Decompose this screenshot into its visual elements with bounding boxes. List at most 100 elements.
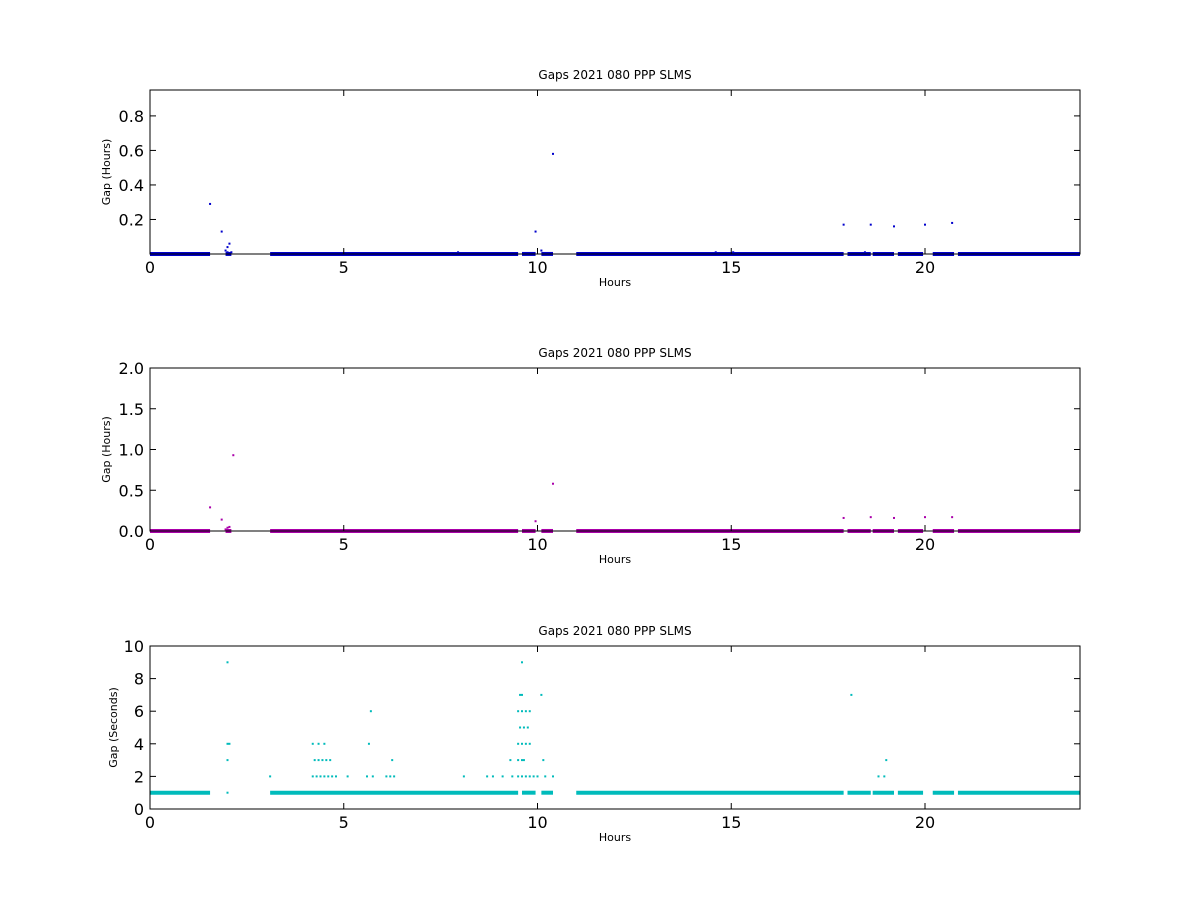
data-point — [519, 693, 522, 696]
data-point — [842, 516, 845, 519]
x-tick-label: 5 — [339, 813, 349, 832]
data-point — [369, 710, 372, 713]
data-point — [269, 775, 272, 778]
data-point — [220, 518, 223, 521]
data-point — [521, 693, 523, 696]
data-point — [517, 742, 520, 745]
data-point — [863, 251, 866, 254]
x-tick-label: 0 — [145, 258, 155, 277]
data-point — [552, 482, 554, 485]
data-point — [521, 759, 523, 762]
data-point — [544, 775, 547, 778]
y-tick-label: 0.4 — [119, 176, 144, 195]
data-point — [346, 775, 349, 778]
y-tick-label: 8 — [134, 670, 144, 689]
plot-frame — [149, 367, 1081, 532]
x-tick-label: 5 — [339, 535, 349, 554]
chart-panel-1: 0 5 10 15 20 0.2 0.4 0.6 0.8 Gaps 2021 080 PPP SL… — [100, 68, 1081, 289]
data-point — [331, 775, 334, 778]
data-point — [209, 202, 212, 205]
y-tick-label: 0 — [134, 800, 144, 819]
data-point — [532, 775, 535, 778]
data-point — [313, 759, 316, 762]
y-tick-label: 0.5 — [119, 481, 144, 500]
x-tick-label: 15 — [721, 813, 741, 832]
data-point — [230, 251, 233, 254]
data-point — [542, 759, 545, 762]
data-point — [522, 726, 525, 729]
y-tick-label: 1.5 — [119, 400, 144, 419]
data-point — [228, 242, 231, 245]
data-point — [524, 742, 527, 745]
data-point — [883, 775, 886, 778]
chart-title: Gaps 2021 080 PPP SLMS — [538, 68, 691, 82]
chart-panel-2: 0 5 10 15 20 0.0 0.5 1.0 1.5 2.0 Gaps 2021 080 PPP… — [100, 346, 1081, 566]
data-point — [924, 223, 926, 226]
data-point — [509, 759, 512, 762]
data-point — [522, 759, 525, 762]
data-point — [521, 775, 523, 778]
data-point — [226, 526, 229, 529]
y-tick-label: 10 — [124, 637, 144, 656]
data-point — [385, 775, 388, 778]
x-tick-label: 10 — [527, 258, 547, 277]
data-point — [528, 742, 531, 745]
y-axis-label: Gap (Seconds) — [107, 687, 120, 768]
data-point — [842, 223, 845, 226]
data-point — [226, 759, 229, 762]
chart-panel-3: 0 5 10 15 20 0 2 4 6 8 10 Gaps 2021 080 PPP SLMS Hou… — [107, 624, 1081, 844]
x-axis-label: Hours — [599, 553, 631, 566]
data-point — [524, 710, 527, 713]
x-tick-label: 20 — [915, 258, 935, 277]
data-point — [321, 759, 324, 762]
x-tick-label: 20 — [915, 535, 935, 554]
data-point — [317, 742, 320, 745]
y-tick-label: 0.8 — [119, 107, 144, 126]
y-tick-label: 0.0 — [119, 522, 144, 541]
data-point — [457, 251, 460, 254]
y-tick-label: 4 — [134, 735, 144, 754]
data-point — [893, 225, 895, 228]
data-point — [519, 726, 522, 729]
data-point — [335, 775, 337, 778]
plot-frame — [149, 89, 1081, 255]
x-tick-label: 20 — [915, 813, 935, 832]
data-point — [552, 775, 554, 778]
x-tick-label: 15 — [721, 535, 741, 554]
data-point — [325, 759, 328, 762]
data-point — [534, 230, 537, 233]
data-point — [850, 693, 853, 696]
data-point — [315, 775, 318, 778]
data-point — [540, 693, 543, 696]
data-point — [869, 516, 872, 519]
data-point — [226, 742, 229, 745]
data-point — [528, 710, 531, 713]
data-point — [951, 516, 954, 519]
data-point — [501, 775, 504, 778]
data-point — [534, 520, 537, 523]
data-point — [893, 516, 895, 519]
x-axis-label: Hours — [599, 276, 631, 289]
data-point — [540, 249, 543, 252]
data-point — [317, 759, 320, 762]
y-tick-label: 0.6 — [119, 141, 144, 160]
data-point — [877, 775, 880, 778]
chart-title: Gaps 2021 080 PPP SLMS — [538, 346, 691, 360]
data-point — [226, 661, 229, 664]
x-tick-label: 15 — [721, 258, 741, 277]
data-point — [732, 251, 735, 254]
y-axis-label: Gap (Hours) — [100, 139, 113, 206]
data-point — [329, 759, 332, 762]
x-tick-label: 5 — [339, 258, 349, 277]
data-point — [323, 775, 326, 778]
data-point — [226, 251, 229, 254]
data-point — [220, 230, 223, 233]
data-point — [389, 775, 392, 778]
data-point — [228, 742, 231, 745]
data-point — [528, 775, 531, 778]
data-point — [311, 742, 314, 745]
x-tick-label: 10 — [527, 813, 547, 832]
data-point — [521, 742, 523, 745]
x-tick-label: 10 — [527, 535, 547, 554]
